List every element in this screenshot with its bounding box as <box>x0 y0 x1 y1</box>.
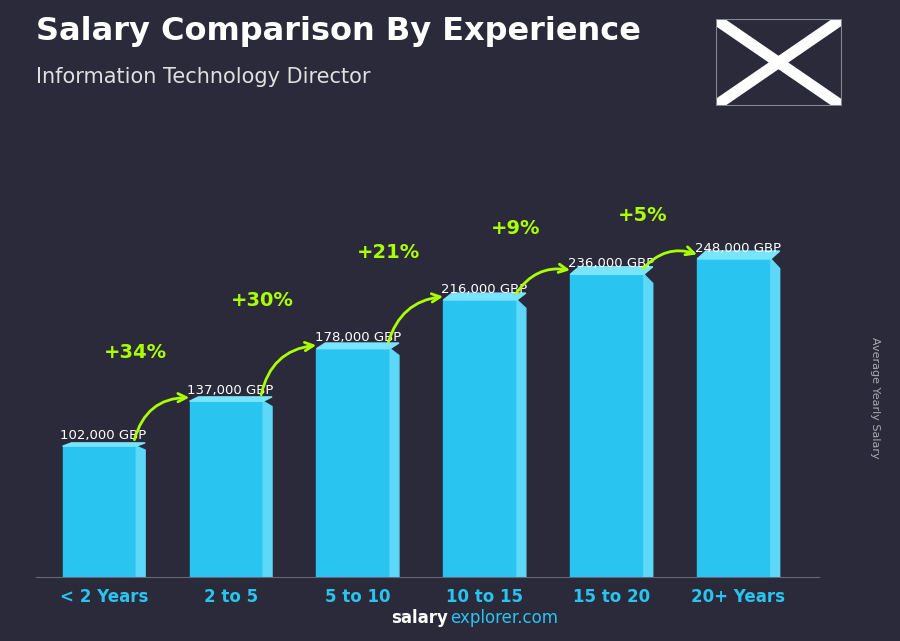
Polygon shape <box>63 443 145 446</box>
Text: +9%: +9% <box>491 219 540 238</box>
Text: Salary Comparison By Experience: Salary Comparison By Experience <box>36 16 641 47</box>
Text: +21%: +21% <box>357 243 420 262</box>
Polygon shape <box>444 293 526 300</box>
Bar <box>63 446 136 577</box>
Text: +5%: +5% <box>617 206 668 225</box>
Bar <box>190 401 263 577</box>
Bar <box>444 300 517 577</box>
Polygon shape <box>517 300 526 577</box>
Text: +34%: +34% <box>104 343 166 362</box>
Polygon shape <box>571 267 652 274</box>
Polygon shape <box>190 397 272 401</box>
Text: explorer.com: explorer.com <box>450 609 558 627</box>
Text: salary: salary <box>392 609 448 627</box>
Bar <box>698 259 770 577</box>
Text: 178,000 GBP: 178,000 GBP <box>315 331 400 344</box>
Text: 248,000 GBP: 248,000 GBP <box>696 242 781 254</box>
Text: 102,000 GBP: 102,000 GBP <box>60 429 147 442</box>
Polygon shape <box>644 274 652 577</box>
Text: 236,000 GBP: 236,000 GBP <box>569 257 654 270</box>
Text: +30%: +30% <box>230 290 293 310</box>
Polygon shape <box>136 446 145 577</box>
Text: Average Yearly Salary: Average Yearly Salary <box>869 337 880 458</box>
Polygon shape <box>698 251 779 259</box>
Polygon shape <box>390 349 399 577</box>
Bar <box>317 349 390 577</box>
Polygon shape <box>263 401 272 577</box>
Polygon shape <box>770 259 779 577</box>
Text: Information Technology Director: Information Technology Director <box>36 67 371 87</box>
Text: 137,000 GBP: 137,000 GBP <box>187 384 274 397</box>
Text: 216,000 GBP: 216,000 GBP <box>442 283 527 296</box>
Polygon shape <box>317 343 399 349</box>
Bar <box>571 274 644 577</box>
